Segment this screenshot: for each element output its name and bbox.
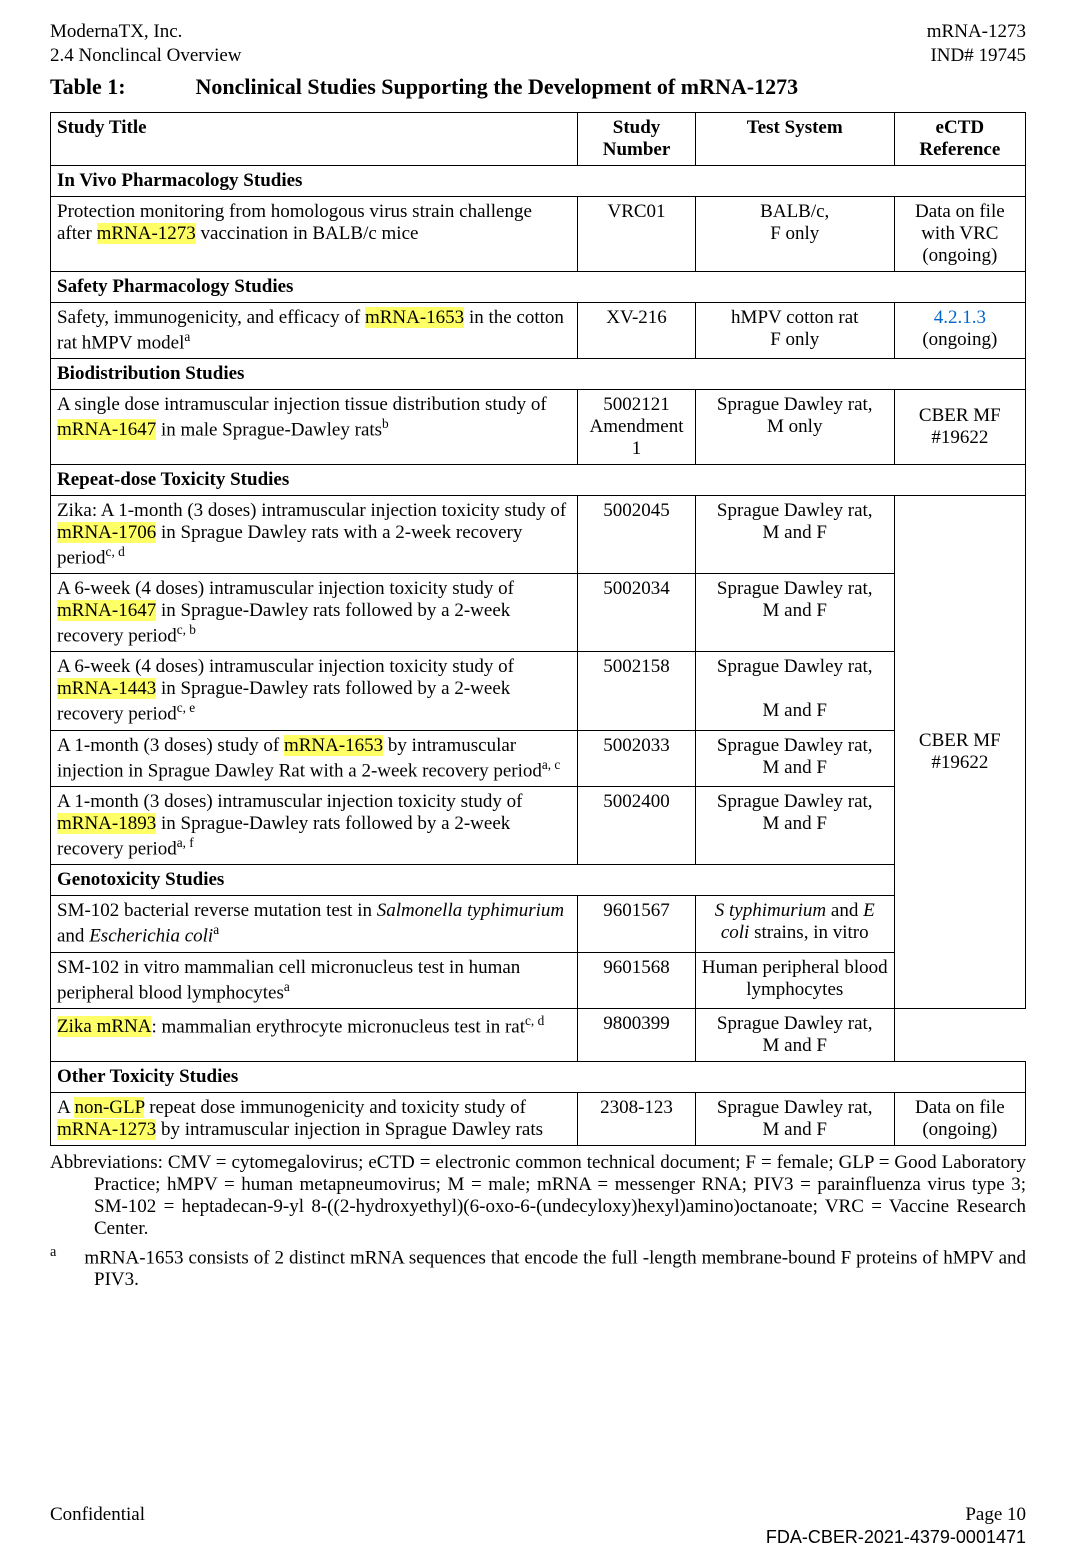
table-row: SM-102 in vitro mammalian cell micronucl… xyxy=(51,952,1026,1008)
cell-number: 5002034 xyxy=(578,574,696,652)
cell-system: S typhimurium and E coli strains, in vit… xyxy=(695,896,894,952)
table-row: A 1-month (3 doses) study of mRNA-1653 b… xyxy=(51,730,1026,786)
highlight: mRNA-1273 xyxy=(57,1119,156,1140)
abbreviations: Abbreviations: CMV = cytomegalovirus; eC… xyxy=(50,1152,1026,1240)
section-in-vivo: In Vivo Pharmacology Studies xyxy=(51,165,1026,196)
cell-number: 9800399 xyxy=(578,1009,696,1062)
cell-system: Human peripheral blood lymphocytes xyxy=(695,952,894,1008)
cell-system: BALB/c, F only xyxy=(695,196,894,271)
cell-title: SM-102 in vitro mammalian cell micronucl… xyxy=(51,952,578,1008)
cell-system: Sprague Dawley rat, M and F xyxy=(695,574,894,652)
cell-system: Sprague Dawley rat, M and F xyxy=(695,652,894,730)
cell-title: Zika: A 1-month (3 doses) intramuscular … xyxy=(51,495,578,573)
cell-ref: Data on file with VRC (ongoing) xyxy=(894,196,1025,271)
page-footer: Confidential Page 10 xyxy=(50,1504,1026,1526)
table-row: Protection monitoring from homologous vi… xyxy=(51,196,1026,271)
highlight: mRNA-1647 xyxy=(57,600,156,621)
cell-number: 5002045 xyxy=(578,495,696,573)
highlight: mRNA-1273 xyxy=(97,223,196,244)
section-name: 2.4 Nonclincal Overview xyxy=(50,44,242,68)
section-biodist: Biodistribution Studies xyxy=(51,358,1026,389)
table-row: Zika mRNA: mammalian erythrocyte micronu… xyxy=(51,1009,1026,1062)
table-row: A non-GLP repeat dose immunogenicity and… xyxy=(51,1093,1026,1146)
cell-ref-merged: CBER MF #19622 xyxy=(894,495,1025,1008)
table-row: A 6-week (4 doses) intramuscular injecti… xyxy=(51,652,1026,730)
cell-ref: Data on file (ongoing) xyxy=(894,1093,1025,1146)
table-caption: Table 1: Nonclinical Studies Supporting … xyxy=(50,74,1026,100)
highlight: mRNA-1443 xyxy=(57,678,156,699)
highlight: mRNA-1647 xyxy=(57,419,156,440)
cell-title: A single dose intramuscular injection ti… xyxy=(51,389,578,464)
cell-number: 5002158 xyxy=(578,652,696,730)
table-row: Safety, immunogenicity, and efficacy of … xyxy=(51,302,1026,358)
table-row: A 1-month (3 doses) intramuscular inject… xyxy=(51,787,1026,865)
section-safety-pharm: Safety Pharmacology Studies xyxy=(51,271,1026,302)
col-study-title: Study Title xyxy=(51,112,578,165)
product-code: mRNA-1273 xyxy=(927,20,1026,44)
ectd-link[interactable]: 4.2.1.3 xyxy=(934,307,986,328)
highlight: non-GLP xyxy=(74,1097,144,1118)
cell-number: 5002121 Amendment 1 xyxy=(578,389,696,464)
highlight: mRNA-1653 xyxy=(365,307,464,328)
cell-system: Sprague Dawley rat, M and F xyxy=(695,1009,894,1062)
highlight: mRNA-1706 xyxy=(57,522,156,543)
cell-title: Zika mRNA: mammalian erythrocyte micronu… xyxy=(51,1009,578,1062)
section-repeat-dose: Repeat-dose Toxicity Studies xyxy=(51,464,1026,495)
cell-title: A non-GLP repeat dose immunogenicity and… xyxy=(51,1093,578,1146)
ind-number: IND# 19745 xyxy=(927,44,1026,68)
page-header: ModernaTX, Inc. 2.4 Nonclincal Overview … xyxy=(50,20,1026,68)
footnote-a: amRNA-1653 consists of 2 distinct mRNA s… xyxy=(50,1244,1026,1291)
cell-number: 9601567 xyxy=(578,896,696,952)
cell-number: 9601568 xyxy=(578,952,696,1008)
header-right: mRNA-1273 IND# 19745 xyxy=(927,20,1026,68)
cell-system: Sprague Dawley rat, M and F xyxy=(695,787,894,865)
company-name: ModernaTX, Inc. xyxy=(50,20,242,44)
cell-title: A 1-month (3 doses) intramuscular inject… xyxy=(51,787,578,865)
col-ectd-ref: eCTD Reference xyxy=(894,112,1025,165)
cell-ref: CBER MF #19622 xyxy=(894,389,1025,464)
highlight: mRNA-1653 xyxy=(284,735,383,756)
cell-system: Sprague Dawley rat, M only xyxy=(695,389,894,464)
cell-title: Protection monitoring from homologous vi… xyxy=(51,196,578,271)
table-title-text: Nonclinical Studies Supporting the Devel… xyxy=(196,74,799,99)
cell-title: Safety, immunogenicity, and efficacy of … xyxy=(51,302,578,358)
footer-page-number: Page 10 xyxy=(965,1504,1026,1526)
table-row: Zika: A 1-month (3 doses) intramuscular … xyxy=(51,495,1026,573)
section-genotox: Genotoxicity Studies xyxy=(51,865,1026,896)
table-header-row: Study Title Study Number Test System eCT… xyxy=(51,112,1026,165)
cell-system: Sprague Dawley rat, M and F xyxy=(695,730,894,786)
highlight: Zika mRNA xyxy=(57,1016,151,1037)
table-row: A 6-week (4 doses) intramuscular injecti… xyxy=(51,574,1026,652)
cell-title: A 6-week (4 doses) intramuscular injecti… xyxy=(51,574,578,652)
cell-number: 5002400 xyxy=(578,787,696,865)
cell-system: Sprague Dawley rat, M and F xyxy=(695,1093,894,1146)
table-row: SM-102 bacterial reverse mutation test i… xyxy=(51,896,1026,952)
cell-system: hMPV cotton rat F only xyxy=(695,302,894,358)
cell-title: A 6-week (4 doses) intramuscular injecti… xyxy=(51,652,578,730)
cell-system: Sprague Dawley rat, M and F xyxy=(695,495,894,573)
document-page: ModernaTX, Inc. 2.4 Nonclincal Overview … xyxy=(0,0,1076,1556)
cell-ref: 4.2.1.3 (ongoing) xyxy=(894,302,1025,358)
section-other-tox: Other Toxicity Studies xyxy=(51,1062,1026,1093)
footer-confidential: Confidential xyxy=(50,1504,145,1526)
cell-number: 5002033 xyxy=(578,730,696,786)
col-study-number: Study Number xyxy=(578,112,696,165)
cell-number: XV-216 xyxy=(578,302,696,358)
table-number: Table 1: xyxy=(50,74,190,100)
fda-identifier: FDA-CBER-2021-4379-0001471 xyxy=(766,1527,1026,1548)
highlight: mRNA-1893 xyxy=(57,813,156,834)
cell-number: VRC01 xyxy=(578,196,696,271)
cell-number: 2308-123 xyxy=(578,1093,696,1146)
table-row: A single dose intramuscular injection ti… xyxy=(51,389,1026,464)
cell-title: A 1-month (3 doses) study of mRNA-1653 b… xyxy=(51,730,578,786)
studies-table: Study Title Study Number Test System eCT… xyxy=(50,112,1026,1147)
cell-title: SM-102 bacterial reverse mutation test i… xyxy=(51,896,578,952)
header-left: ModernaTX, Inc. 2.4 Nonclincal Overview xyxy=(50,20,242,68)
col-test-system: Test System xyxy=(695,112,894,165)
